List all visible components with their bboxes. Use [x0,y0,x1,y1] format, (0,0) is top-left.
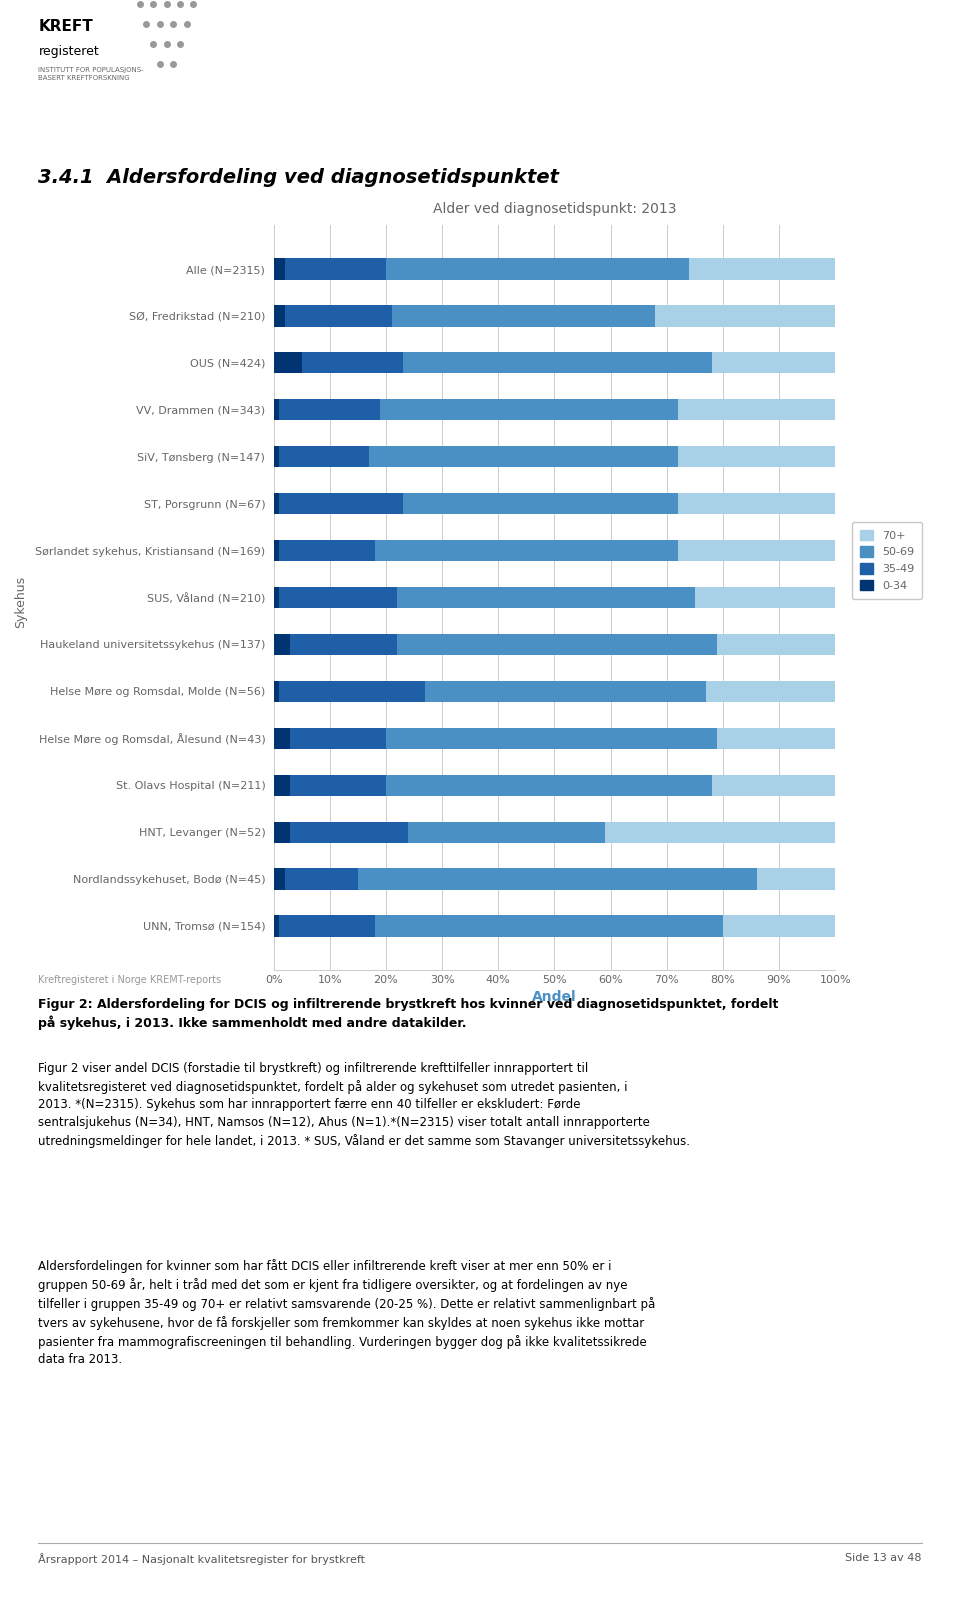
Text: Figur 2 viser andel DCIS (forstadie til brystkreft) og infiltrerende krefttilfel: Figur 2 viser andel DCIS (forstadie til … [38,1062,690,1147]
Text: registeret: registeret [38,45,99,58]
Bar [403,492,678,515]
Title: Alder ved diagnosetidspunkt: 2013: Alder ved diagnosetidspunkt: 2013 [433,202,676,217]
Bar [605,821,835,842]
Bar [291,728,386,749]
Bar [706,680,835,703]
Bar [279,399,380,420]
Text: KREFT: KREFT [38,19,93,34]
Bar [301,353,403,374]
Bar [274,492,279,515]
Bar [274,305,285,327]
Bar [711,775,835,796]
Bar [285,258,386,279]
Bar [274,775,291,796]
Text: Sykehus: Sykehus [14,576,28,627]
Bar [397,634,717,654]
X-axis label: Andel: Andel [532,990,577,1004]
Bar [678,492,835,515]
Bar [285,868,358,890]
Legend: 70+, 50-69, 35-49, 0-34: 70+, 50-69, 35-49, 0-34 [852,521,922,598]
Bar [711,353,835,374]
Bar [408,821,605,842]
Bar [403,353,711,374]
Bar [386,728,717,749]
Bar [656,305,835,327]
Bar [274,728,291,749]
Bar [717,634,835,654]
Text: Aldersfordelingen for kvinner som har fått DCIS eller infiltrerende kreft viser : Aldersfordelingen for kvinner som har få… [38,1259,656,1367]
Bar [274,353,301,374]
Bar [274,916,279,937]
Bar [291,775,386,796]
Bar [279,587,397,608]
Bar [392,305,656,327]
Text: Figur 2: Aldersfordeling for DCIS og infiltrerende brystkreft hos kvinner ved di: Figur 2: Aldersfordeling for DCIS og inf… [38,998,779,1030]
Bar [279,916,374,937]
Bar [274,821,291,842]
Bar [756,868,835,890]
Bar [274,634,291,654]
Bar [717,728,835,749]
Bar [723,916,835,937]
Text: 3.4.1  Aldersfordeling ved diagnosetidspunktet: 3.4.1 Aldersfordeling ved diagnosetidspu… [38,168,560,188]
Bar [291,821,408,842]
Text: INSTITUTT FOR POPULASJONS-
BASERT KREFTFORSKNING: INSTITUTT FOR POPULASJONS- BASERT KREFTF… [38,67,144,80]
Bar [678,399,835,420]
Bar [274,399,279,420]
Bar [678,446,835,467]
Bar [425,680,706,703]
Bar [397,587,695,608]
Bar [274,868,285,890]
Bar [279,446,369,467]
Bar [369,446,678,467]
Bar [274,258,285,279]
Bar [279,541,374,561]
Bar [279,492,403,515]
Bar [285,305,392,327]
Bar [274,541,279,561]
Bar [386,258,689,279]
Bar [374,541,678,561]
Text: Kreftregisteret i Norge KREMT-reports: Kreftregisteret i Norge KREMT-reports [38,975,222,985]
Text: Årsrapport 2014 – Nasjonalt kvalitetsregister for brystkreft: Årsrapport 2014 – Nasjonalt kvalitetsreg… [38,1553,366,1564]
Bar [279,680,425,703]
Bar [374,916,723,937]
Bar [380,399,678,420]
Bar [689,258,835,279]
Bar [274,446,279,467]
Bar [291,634,397,654]
Bar [386,775,711,796]
Bar [274,680,279,703]
Text: Side 13 av 48: Side 13 av 48 [845,1553,922,1562]
Bar [274,587,279,608]
Bar [695,587,835,608]
Bar [678,541,835,561]
Bar [358,868,756,890]
